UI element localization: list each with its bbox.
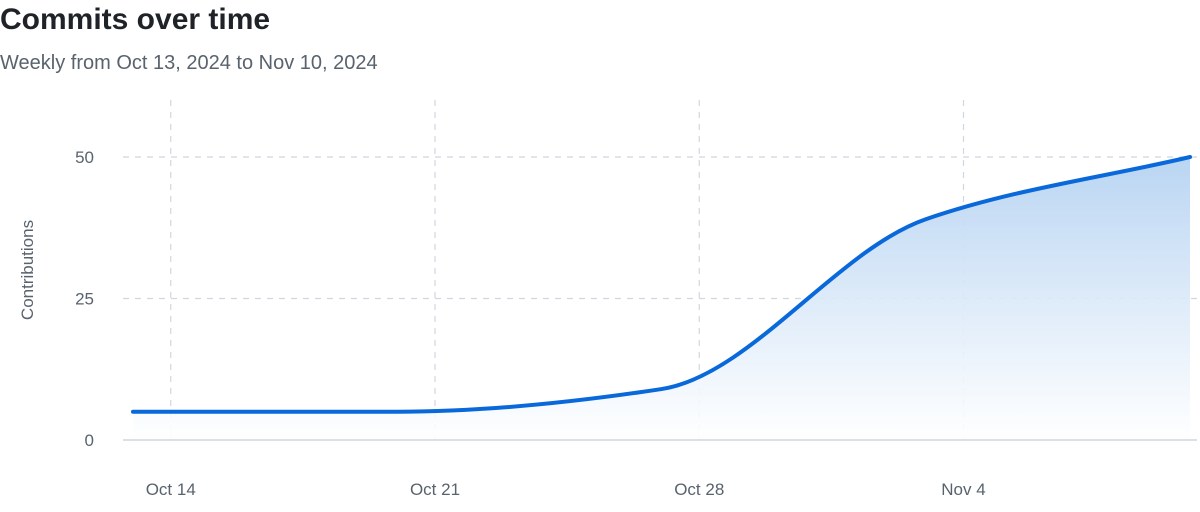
x-tick-label: Nov 4 [941,480,985,499]
y-axis-title: Contributions [18,220,37,320]
chart-title: Commits over time [0,3,271,36]
y-tick-label: 0 [85,431,94,450]
y-tick-label: 50 [75,148,94,167]
x-tick-label: Oct 21 [410,480,460,499]
x-tick-label: Oct 14 [146,480,196,499]
x-tick-label: Oct 28 [674,480,724,499]
y-tick-label: 25 [75,290,94,309]
chart-subtitle: Weekly from Oct 13, 2024 to Nov 10, 2024 [0,52,378,74]
series-line [131,155,1192,414]
series-area-fill [133,157,1190,440]
